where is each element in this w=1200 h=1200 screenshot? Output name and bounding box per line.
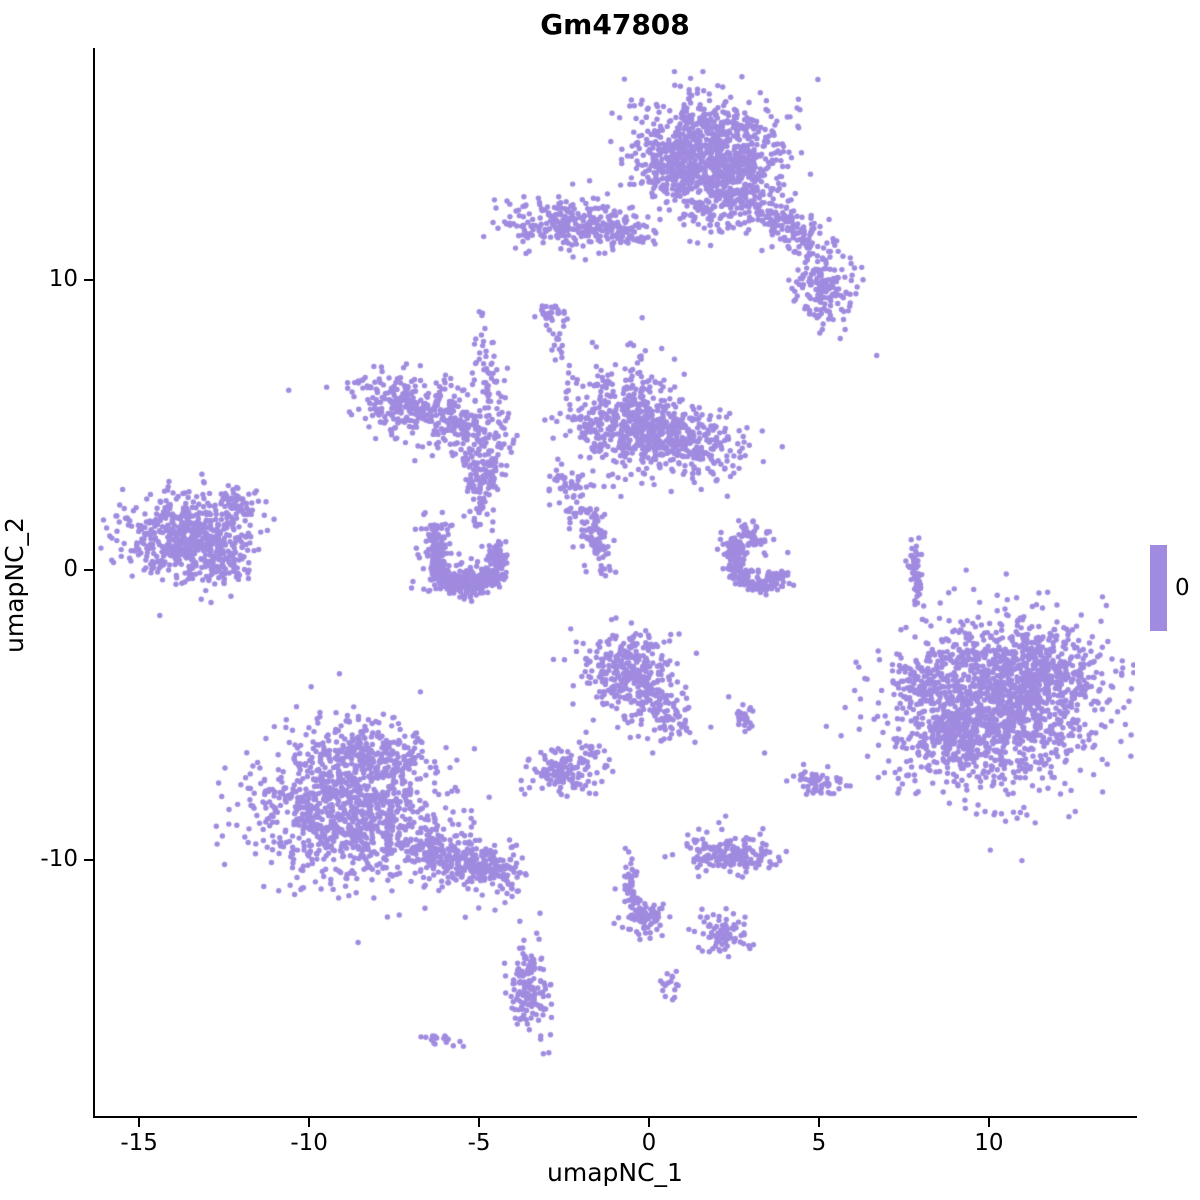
y-tick-mark xyxy=(84,569,93,572)
x-tick-mark xyxy=(647,1118,650,1127)
legend-colorbar xyxy=(1150,545,1167,631)
x-axis-line xyxy=(93,1116,1137,1118)
x-tick-label: 10 xyxy=(974,1130,1004,1156)
y-tick-label: 0 xyxy=(63,556,78,583)
x-tick-mark xyxy=(987,1118,990,1127)
plot-title: Gm47808 xyxy=(540,8,690,41)
y-tick-label: -10 xyxy=(40,846,78,873)
x-tick-mark xyxy=(308,1118,311,1127)
y-axis-line xyxy=(93,48,95,1118)
x-tick-label: 0 xyxy=(641,1130,657,1156)
legend-value-label: 0 xyxy=(1175,575,1190,601)
x-tick-mark xyxy=(817,1118,820,1127)
x-tick-label: -5 xyxy=(467,1130,491,1156)
y-tick-mark xyxy=(84,279,93,282)
x-axis-title: umapNC_1 xyxy=(547,1158,683,1187)
x-tick-label: -15 xyxy=(120,1130,158,1156)
x-tick-mark xyxy=(138,1118,141,1127)
scatter-points-canvas xyxy=(95,48,1135,1117)
y-axis-title: umapNC_2 xyxy=(0,517,29,653)
y-tick-mark xyxy=(84,859,93,862)
x-tick-label: -10 xyxy=(290,1130,328,1156)
x-tick-mark xyxy=(478,1118,481,1127)
y-tick-label: 10 xyxy=(48,266,78,293)
x-tick-label: 5 xyxy=(811,1130,827,1156)
